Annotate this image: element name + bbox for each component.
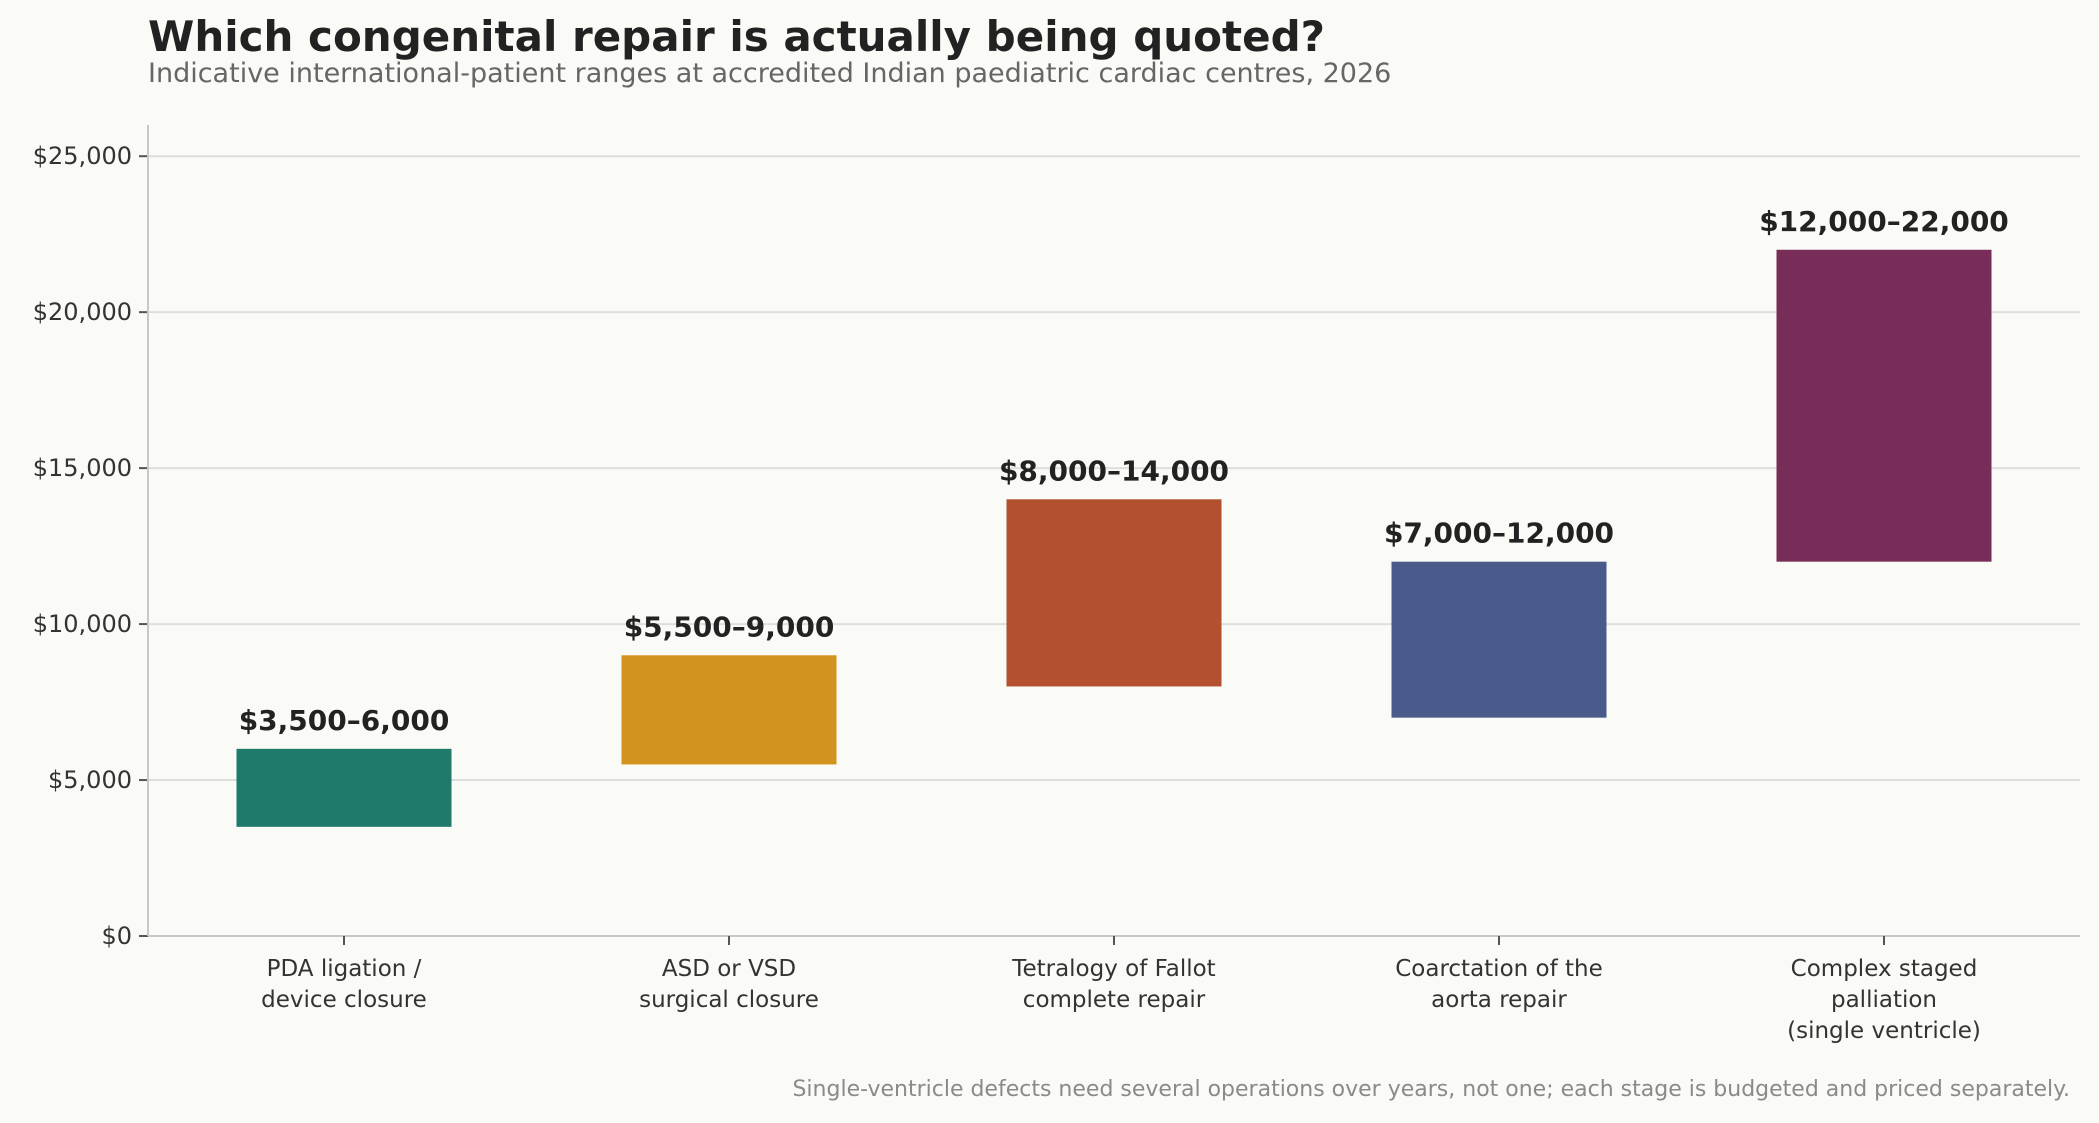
x-tick-label-line: device closure xyxy=(261,987,427,1013)
chart-footnote: Single-ventricle defects need several op… xyxy=(792,1077,2070,1102)
y-tick-label: $0 xyxy=(101,922,132,950)
x-tick-label-line: PDA ligation / xyxy=(267,956,422,982)
x-tick-label: PDA ligation / device closure xyxy=(261,956,427,1013)
range-bar xyxy=(1391,561,1607,718)
x-tick-label-line: Coarctation of the xyxy=(1395,956,1603,982)
y-tick-label: $15,000 xyxy=(33,454,132,482)
y-tick-label: $20,000 xyxy=(33,298,132,326)
x-tick-label: Complex staged palliation (single ventricl… xyxy=(1787,956,1981,1044)
range-bar xyxy=(236,748,452,827)
x-tick-label: ASD or VSD surgical closure xyxy=(639,956,819,1013)
range-bar xyxy=(1006,499,1222,687)
x-tick-label-line: palliation xyxy=(1831,987,1937,1013)
x-tick-label-line: Complex staged xyxy=(1791,956,1978,982)
chart-subtitle: Indicative international-patient ranges … xyxy=(148,58,1392,89)
x-tick-label: Coarctation of the aorta repair xyxy=(1395,956,1603,1013)
x-tick-label-line: (single ventricle) xyxy=(1787,1018,1981,1044)
y-tick-label: $10,000 xyxy=(33,610,132,638)
bar-value-label: $8,000–14,000 xyxy=(999,454,1229,487)
x-tick-label-line: ASD or VSD xyxy=(662,956,796,982)
bar-value-label: $3,500–6,000 xyxy=(239,704,450,737)
y-tick-label: $5,000 xyxy=(48,766,132,794)
x-tick-label-line: Tetralogy of Fallot xyxy=(1011,956,1215,982)
y-tick-label: $25,000 xyxy=(33,142,132,170)
x-tick-label-line: aorta repair xyxy=(1431,987,1567,1013)
chart-title: Which congenital repair is actually bein… xyxy=(148,12,1326,61)
bar-value-label: $7,000–12,000 xyxy=(1384,517,1614,550)
range-bar xyxy=(1776,249,1992,562)
x-tick-label-line: complete repair xyxy=(1023,987,1206,1013)
x-tick-label-line: surgical closure xyxy=(639,987,819,1013)
range-bar xyxy=(621,655,837,765)
bar-value-label: $5,500–9,000 xyxy=(624,610,835,643)
x-tick-label: Tetralogy of Fallot complete repair xyxy=(1011,956,1215,1013)
bar-value-label: $12,000–22,000 xyxy=(1759,205,2009,238)
